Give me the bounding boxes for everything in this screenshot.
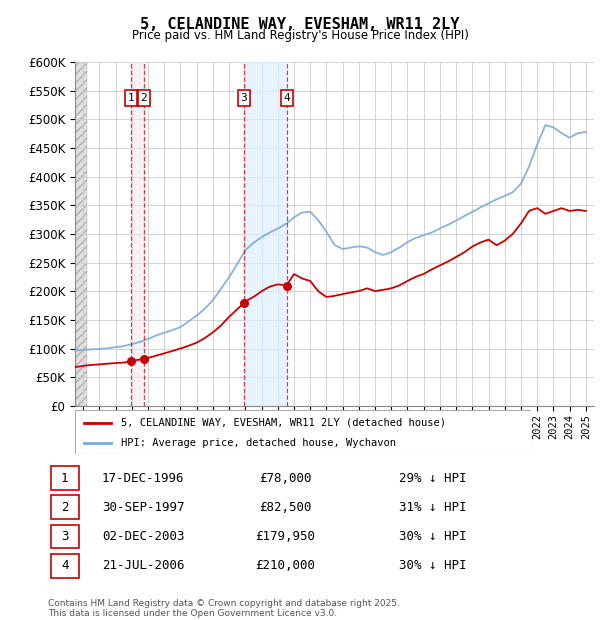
Text: 1: 1 [61,472,68,484]
Text: 5, CELANDINE WAY, EVESHAM, WR11 2LY (detached house): 5, CELANDINE WAY, EVESHAM, WR11 2LY (det… [121,418,446,428]
Text: 1: 1 [128,93,134,103]
Text: £82,500: £82,500 [259,501,312,514]
Text: 30% ↓ HPI: 30% ↓ HPI [399,530,467,543]
Text: 30-SEP-1997: 30-SEP-1997 [102,501,185,514]
Bar [131,62,144,406]
Text: 21-JUL-2006: 21-JUL-2006 [102,559,185,572]
Text: 4: 4 [283,93,290,103]
Text: 30% ↓ HPI: 30% ↓ HPI [399,559,467,572]
Text: 02-DEC-2003: 02-DEC-2003 [102,530,185,543]
Text: HPI: Average price, detached house, Wychavon: HPI: Average price, detached house, Wych… [121,438,395,448]
Text: 3: 3 [61,530,68,543]
Text: £210,000: £210,000 [256,559,316,572]
Text: 2: 2 [61,501,68,514]
Text: Contains HM Land Registry data © Crown copyright and database right 2025.
This d: Contains HM Land Registry data © Crown c… [48,599,400,618]
Text: 2: 2 [140,93,148,103]
Text: Price paid vs. HM Land Registry's House Price Index (HPI): Price paid vs. HM Land Registry's House … [131,29,469,42]
Text: 29% ↓ HPI: 29% ↓ HPI [399,472,467,484]
Text: 3: 3 [241,93,247,103]
Text: 17-DEC-1996: 17-DEC-1996 [102,472,185,484]
Text: £78,000: £78,000 [259,472,312,484]
FancyBboxPatch shape [50,495,79,519]
Text: 31% ↓ HPI: 31% ↓ HPI [399,501,467,514]
Text: 4: 4 [61,559,68,572]
Bar [244,62,287,406]
Text: £179,950: £179,950 [256,530,316,543]
FancyBboxPatch shape [50,525,79,549]
Text: 5, CELANDINE WAY, EVESHAM, WR11 2LY: 5, CELANDINE WAY, EVESHAM, WR11 2LY [140,17,460,32]
FancyBboxPatch shape [50,554,79,578]
FancyBboxPatch shape [50,466,79,490]
Bar [75,62,87,406]
